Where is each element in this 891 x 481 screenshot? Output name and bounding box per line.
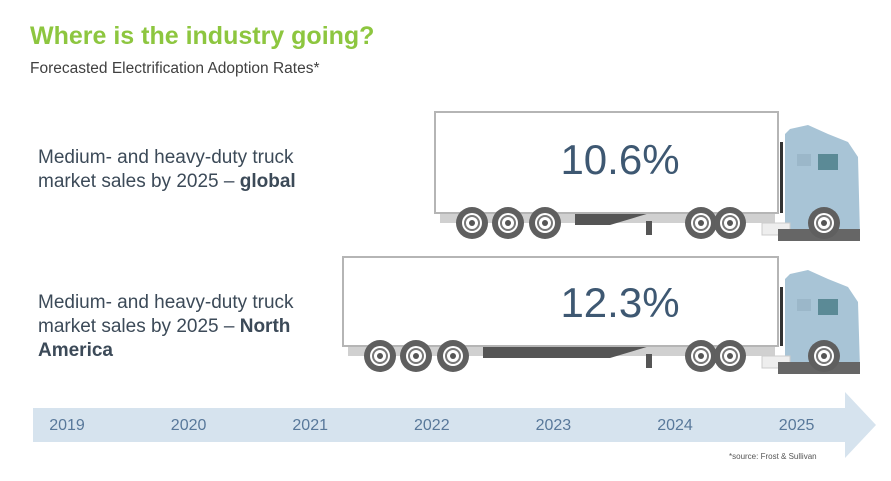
- exhaust: [780, 142, 783, 213]
- row-label-north-america: Medium- and heavy-duty truck market sale…: [38, 292, 294, 361]
- wheel-rim: [445, 348, 461, 364]
- wheel-rim: [816, 215, 832, 231]
- wheel-hub: [727, 220, 733, 226]
- truck-cab: [785, 270, 860, 368]
- wheel-rim: [693, 348, 709, 364]
- timeline-year: 2023: [535, 417, 572, 434]
- trailer-box: [434, 111, 779, 214]
- timeline-year: 2024: [657, 417, 693, 434]
- wheel-rim: [816, 348, 832, 364]
- landing-gear: [646, 221, 652, 235]
- timeline-arrow: [33, 392, 876, 458]
- exhaust: [780, 287, 783, 346]
- source-footnote: *source: Frost & Sullivan: [729, 452, 817, 461]
- wheel-rim: [500, 215, 516, 231]
- truck-global: [434, 111, 860, 241]
- wheel-hub: [450, 353, 456, 359]
- wheel-rim: [722, 348, 738, 364]
- wheel-rim: [693, 215, 709, 231]
- trailer-frame: [575, 213, 650, 225]
- cab-window: [818, 154, 838, 170]
- wheel-hub: [821, 353, 827, 359]
- wheel-rim: [722, 215, 738, 231]
- wheel-hub: [698, 353, 704, 359]
- page-subtitle: Forecasted Electrification Adoption Rate…: [30, 60, 320, 77]
- truck-cab: [785, 125, 860, 235]
- wheel-hub: [505, 220, 511, 226]
- timeline-year: 2022: [414, 417, 450, 434]
- cab-window: [797, 299, 811, 311]
- landing-gear: [646, 354, 652, 368]
- wheel-rim: [537, 215, 553, 231]
- value-global: 10.6%: [560, 136, 680, 183]
- wheel-rim: [408, 348, 424, 364]
- wheel-hub: [469, 220, 475, 226]
- wheel-rim: [372, 348, 388, 364]
- truck-north-america: [342, 256, 860, 374]
- trailer-frame: [483, 346, 650, 358]
- timeline-year: 2019: [49, 417, 85, 434]
- timeline-year: 2025: [778, 417, 815, 434]
- timeline-year: 2020: [170, 417, 207, 434]
- wheel-hub: [413, 353, 419, 359]
- row-label-global: Medium- and heavy-duty truck market sale…: [38, 147, 296, 192]
- cab-window: [818, 299, 838, 315]
- value-north-america: 12.3%: [560, 279, 680, 326]
- page-title: Where is the industry going?: [30, 22, 375, 50]
- wheel-hub: [698, 220, 704, 226]
- wheel-rim: [464, 215, 480, 231]
- wheel-hub: [821, 220, 827, 226]
- trailer-box: [342, 256, 779, 347]
- wheel-hub: [377, 353, 383, 359]
- wheel-hub: [542, 220, 548, 226]
- cab-window: [797, 154, 811, 166]
- timeline-year: 2021: [292, 417, 328, 434]
- wheel-hub: [727, 353, 733, 359]
